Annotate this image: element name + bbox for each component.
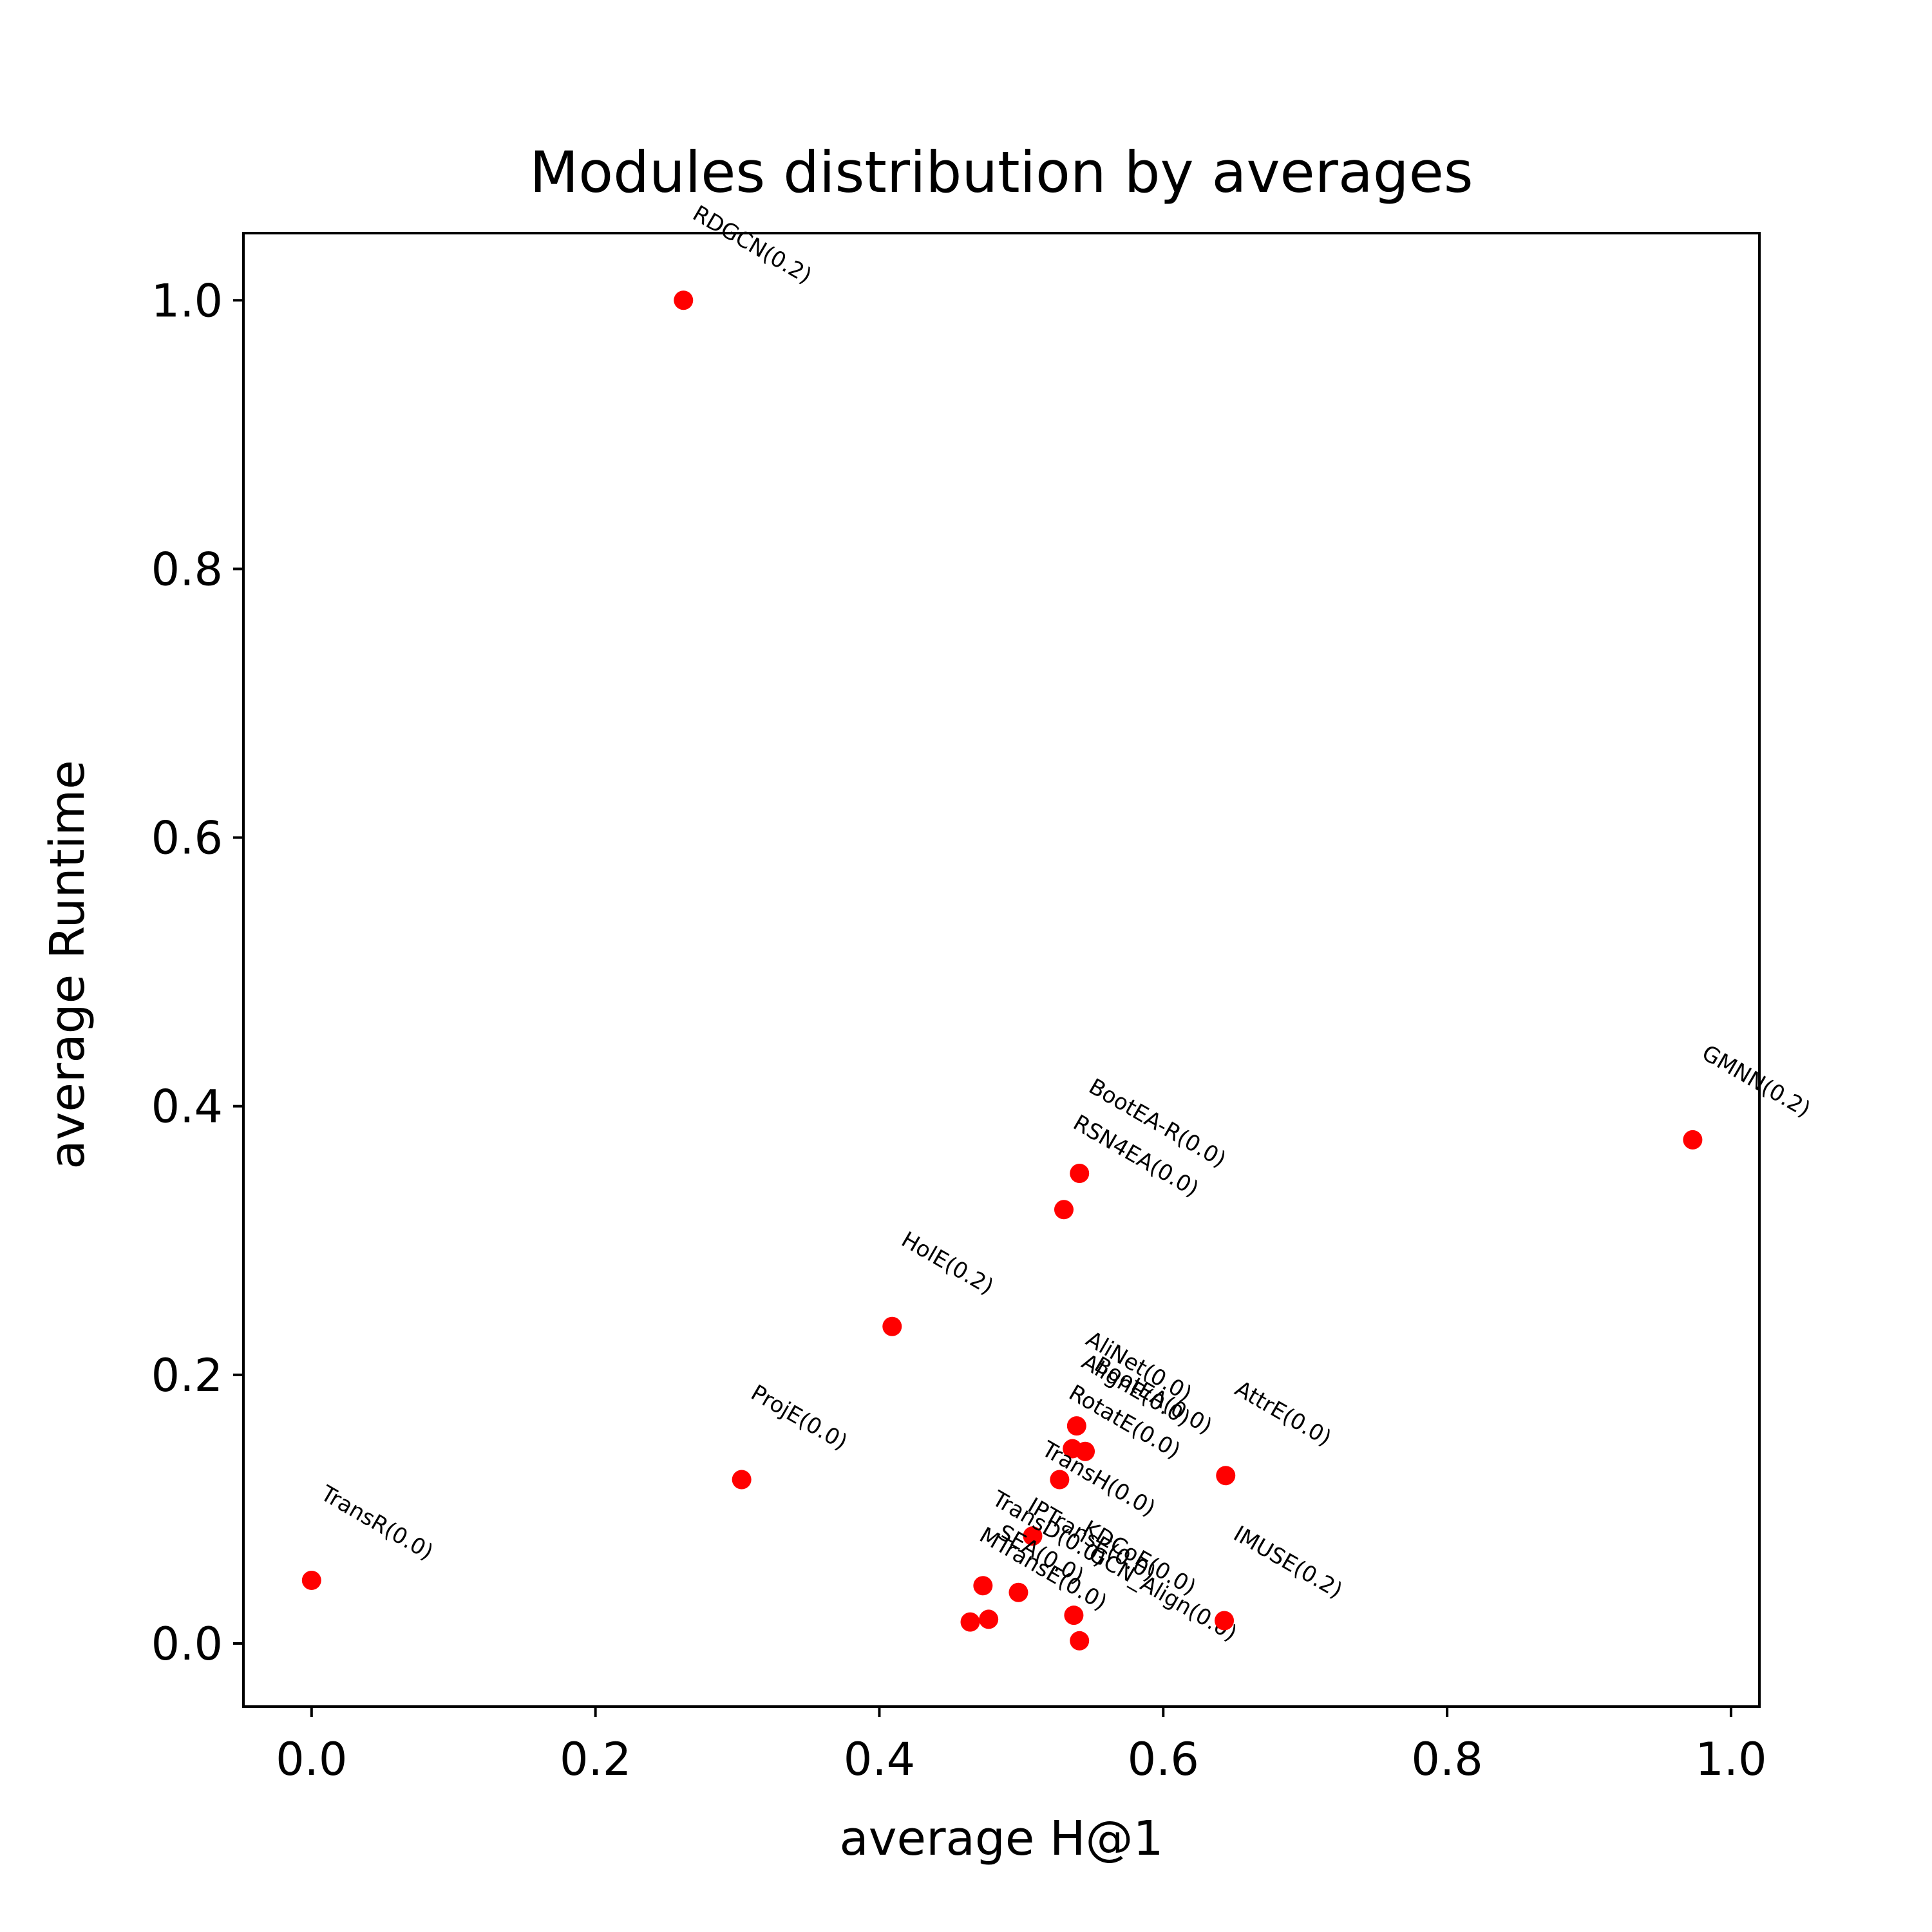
data-point: [1054, 1200, 1074, 1220]
data-point: [1009, 1582, 1028, 1602]
data-point: [1683, 1130, 1703, 1150]
data-point: [674, 290, 694, 310]
data-point: [1063, 1439, 1083, 1459]
y-tick-label: 0.4: [151, 1081, 223, 1133]
x-tick-label: 1.0: [1695, 1733, 1766, 1786]
y-tick-label: 0.8: [151, 543, 223, 596]
data-point: [1070, 1631, 1090, 1651]
y-tick-label: 0.6: [151, 812, 223, 865]
ticks-layer: 0.0 0.2 0.4 0.6 0.8 1.0 0.0 0.2 0.4 0.6 0.8 1.0: [151, 274, 1767, 1786]
data-point: [973, 1576, 993, 1596]
data-point: [1023, 1526, 1043, 1546]
data-point: [1216, 1466, 1236, 1486]
y-tick-label: 1.0: [151, 274, 223, 327]
y-tick-label: 0.0: [151, 1618, 223, 1671]
x-tick-label: 0.0: [276, 1733, 347, 1786]
data-point: [1064, 1605, 1084, 1625]
y-axis-label: average Runtime: [40, 760, 95, 1170]
y-tick-label: 0.2: [151, 1349, 223, 1402]
data-point: [1070, 1163, 1090, 1183]
x-axis-label: average H@1: [839, 1811, 1163, 1866]
data-point: [882, 1316, 902, 1336]
data-point: [1050, 1470, 1070, 1490]
x-tick-label: 0.4: [844, 1733, 915, 1786]
x-tick-label: 0.2: [560, 1733, 631, 1786]
x-tick-label: 0.8: [1411, 1733, 1482, 1786]
data-point: [960, 1612, 980, 1632]
data-point: [1215, 1611, 1235, 1631]
data-point: [732, 1470, 752, 1490]
x-tick-label: 0.6: [1128, 1733, 1199, 1786]
plot-frame: [242, 232, 1761, 1708]
chart-title: Modules distribution by averages: [529, 139, 1473, 205]
data-point: [1066, 1416, 1086, 1436]
data-point: [301, 1570, 321, 1590]
data-point: [979, 1609, 999, 1629]
